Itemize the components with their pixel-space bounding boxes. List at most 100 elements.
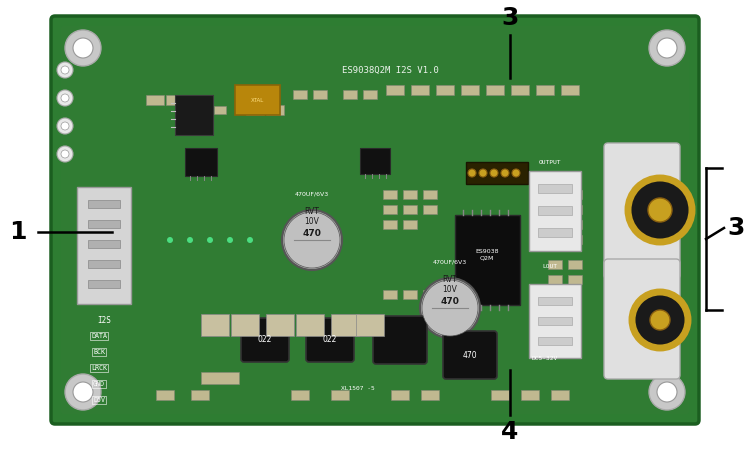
Text: 470UF/6V3: 470UF/6V3 — [295, 192, 329, 197]
Circle shape — [227, 237, 233, 243]
Circle shape — [57, 90, 73, 106]
Bar — [491, 390, 509, 400]
Bar — [383, 290, 397, 299]
Bar — [356, 314, 384, 336]
Bar — [466, 162, 528, 184]
Text: BCK: BCK — [93, 349, 105, 355]
Text: 4: 4 — [501, 420, 519, 444]
Circle shape — [648, 198, 672, 222]
Circle shape — [73, 38, 93, 58]
Bar — [403, 220, 417, 229]
Bar — [201, 372, 239, 384]
Bar — [403, 190, 417, 199]
Bar — [88, 240, 120, 248]
Bar — [266, 314, 294, 336]
Bar — [191, 390, 209, 400]
FancyBboxPatch shape — [604, 143, 680, 279]
Circle shape — [57, 62, 73, 78]
FancyBboxPatch shape — [373, 316, 427, 364]
Text: 470: 470 — [302, 230, 322, 238]
Circle shape — [657, 38, 677, 58]
Bar — [568, 190, 582, 199]
Bar — [194, 106, 206, 114]
Text: 3: 3 — [501, 6, 519, 30]
FancyBboxPatch shape — [51, 16, 699, 424]
Bar — [313, 90, 327, 99]
Circle shape — [65, 374, 101, 410]
Bar — [343, 90, 357, 99]
Text: XL1507 -5: XL1507 -5 — [341, 386, 375, 391]
Bar — [293, 90, 307, 99]
Circle shape — [650, 310, 670, 330]
Text: LOUT: LOUT — [542, 264, 557, 269]
Bar — [331, 390, 349, 400]
Bar — [423, 290, 437, 299]
Circle shape — [61, 150, 69, 158]
FancyBboxPatch shape — [604, 259, 680, 379]
Text: OUTPUT: OUTPUT — [538, 160, 561, 165]
Bar — [383, 220, 397, 229]
Text: DC5-32V: DC5-32V — [532, 356, 558, 361]
Circle shape — [247, 237, 253, 243]
Text: RVT: RVT — [442, 275, 458, 284]
Text: 10V: 10V — [442, 285, 458, 294]
Circle shape — [284, 212, 340, 268]
Circle shape — [490, 169, 498, 177]
Bar — [486, 85, 504, 95]
Circle shape — [57, 118, 73, 134]
Bar — [538, 297, 572, 305]
Bar — [331, 314, 359, 336]
FancyBboxPatch shape — [529, 171, 581, 251]
Bar — [423, 190, 437, 199]
Bar — [88, 220, 120, 228]
Bar — [538, 337, 572, 345]
Circle shape — [512, 169, 520, 177]
Bar — [538, 184, 572, 193]
Bar — [88, 200, 120, 208]
FancyBboxPatch shape — [306, 318, 354, 362]
Bar — [536, 85, 554, 95]
Circle shape — [61, 122, 69, 130]
Bar — [568, 235, 582, 244]
Bar — [363, 90, 377, 99]
Text: RVT: RVT — [304, 207, 320, 216]
Bar — [538, 228, 572, 237]
Text: GND: GND — [93, 381, 105, 387]
Bar — [185, 148, 217, 176]
Bar — [436, 85, 454, 95]
Text: 470: 470 — [440, 297, 460, 306]
Bar — [548, 205, 562, 214]
FancyBboxPatch shape — [529, 284, 581, 358]
Circle shape — [657, 382, 677, 402]
Circle shape — [207, 237, 213, 243]
Bar — [88, 280, 120, 288]
Circle shape — [649, 30, 685, 66]
Bar — [166, 95, 184, 105]
Bar — [214, 106, 226, 114]
Text: 1: 1 — [9, 220, 27, 244]
Bar — [561, 85, 579, 95]
Bar — [568, 275, 582, 284]
Bar — [235, 85, 280, 115]
Bar — [548, 275, 562, 284]
Circle shape — [479, 169, 487, 177]
Text: LRCK: LRCK — [91, 365, 107, 371]
Circle shape — [468, 169, 476, 177]
Circle shape — [187, 237, 193, 243]
Bar — [521, 390, 539, 400]
Bar — [231, 314, 259, 336]
Bar — [175, 95, 213, 135]
Circle shape — [73, 382, 93, 402]
Bar — [548, 235, 562, 244]
Text: D5V: D5V — [93, 397, 105, 403]
Bar — [360, 148, 390, 174]
Circle shape — [422, 280, 478, 336]
Circle shape — [501, 169, 509, 177]
Bar — [568, 260, 582, 269]
Text: 10V: 10V — [304, 217, 320, 226]
Bar — [568, 205, 582, 214]
Circle shape — [65, 30, 101, 66]
Circle shape — [282, 210, 342, 270]
Bar — [296, 314, 324, 336]
Bar — [383, 190, 397, 199]
